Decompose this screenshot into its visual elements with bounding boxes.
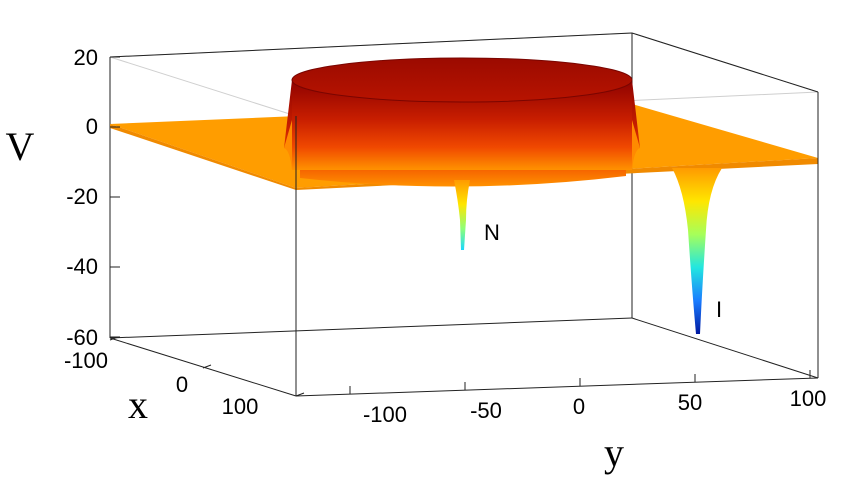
y-tick-marks xyxy=(349,370,811,394)
y-tick-label: 50 xyxy=(678,390,702,415)
z-tick-label: -20 xyxy=(66,184,98,209)
y-tick-label: -50 xyxy=(470,398,502,423)
y-tick-label: 100 xyxy=(790,386,827,411)
z-tick-label: 0 xyxy=(86,114,98,139)
x-axis-label: x xyxy=(128,382,148,427)
z-axis-label: V xyxy=(6,124,35,169)
well-i-label: I xyxy=(716,297,722,322)
axis-box-front xyxy=(109,92,819,397)
well-i xyxy=(672,168,722,334)
y-tick-label: 0 xyxy=(573,394,585,419)
z-tick-label: -60 xyxy=(66,325,98,350)
z-tick-marks xyxy=(110,56,120,338)
x-tick-label: 0 xyxy=(176,372,188,397)
well-n-label: N xyxy=(484,220,500,245)
well-n xyxy=(454,180,470,250)
z-tick-label: 20 xyxy=(74,45,98,70)
y-tick-label: -100 xyxy=(363,402,407,427)
x-tick-label: 100 xyxy=(222,394,259,419)
plateau-cylinder xyxy=(284,57,640,187)
x-tick-marks xyxy=(109,336,305,397)
plateau-top xyxy=(292,58,632,102)
x-tick-label: -100 xyxy=(64,348,108,373)
y-axis-label: y xyxy=(604,430,624,475)
z-tick-label: -40 xyxy=(66,254,98,279)
